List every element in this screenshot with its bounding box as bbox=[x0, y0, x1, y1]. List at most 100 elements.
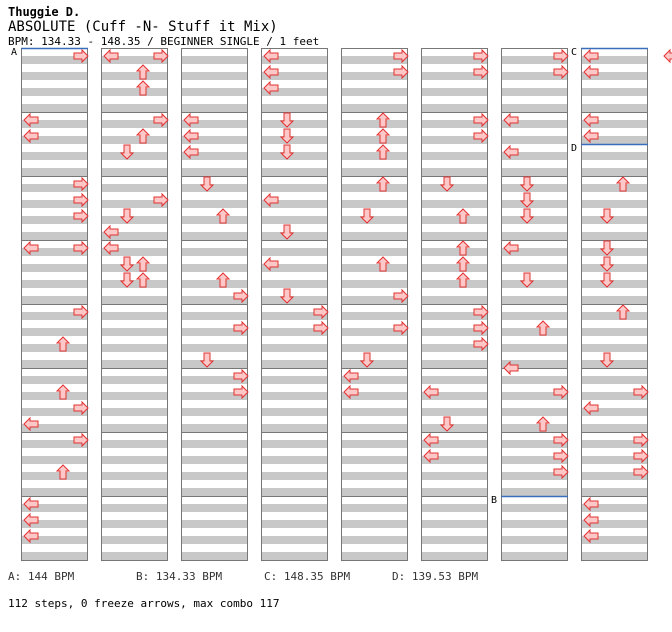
step-arrow-right bbox=[633, 432, 649, 448]
measure-stripe bbox=[101, 392, 168, 400]
step-arrow-down bbox=[599, 352, 615, 368]
step-arrow-up bbox=[375, 144, 391, 160]
measure-stripe bbox=[261, 248, 328, 256]
measure-stripe bbox=[181, 72, 248, 80]
step-arrow-left bbox=[423, 384, 439, 400]
measure-stripe bbox=[421, 424, 488, 432]
step-arrow-right bbox=[233, 384, 249, 400]
measure-stripe bbox=[421, 440, 488, 448]
measure-stripe bbox=[21, 104, 88, 112]
measure-stripe bbox=[181, 120, 248, 128]
step-arrow-left bbox=[103, 48, 119, 64]
measure-stripe bbox=[261, 264, 328, 272]
measure-stripe bbox=[181, 296, 248, 304]
measure-stripe bbox=[501, 440, 568, 448]
measure-stripe bbox=[181, 408, 248, 416]
measure-stripe bbox=[181, 552, 248, 560]
measure-stripe bbox=[501, 296, 568, 304]
measure-stripe bbox=[501, 136, 568, 144]
step-arrow-left bbox=[343, 384, 359, 400]
measure-stripe bbox=[261, 424, 328, 432]
step-arrow-right bbox=[473, 112, 489, 128]
measure-stripe bbox=[581, 344, 648, 352]
step-arrow-right bbox=[313, 304, 329, 320]
measure-stripe bbox=[181, 88, 248, 96]
measure-stripe bbox=[181, 536, 248, 544]
measure-stripe bbox=[261, 520, 328, 528]
step-arrow-left bbox=[263, 256, 279, 272]
step-arrow-down bbox=[119, 256, 135, 272]
measure-stripe bbox=[501, 424, 568, 432]
measure-stripe bbox=[181, 280, 248, 288]
step-arrow-left bbox=[583, 112, 599, 128]
step-arrow-right bbox=[233, 288, 249, 304]
step-arrow-right bbox=[473, 320, 489, 336]
measure-stripe bbox=[261, 152, 328, 160]
measure-stripe bbox=[421, 232, 488, 240]
measure-stripe bbox=[341, 456, 408, 464]
measure-stripe bbox=[501, 536, 568, 544]
measure-stripe bbox=[581, 440, 648, 448]
measure-box bbox=[101, 496, 168, 561]
step-arrow-up bbox=[135, 272, 151, 288]
measure-stripe bbox=[501, 472, 568, 480]
measure-stripe bbox=[501, 408, 568, 416]
measure-stripe bbox=[421, 264, 488, 272]
step-arrow-right bbox=[553, 432, 569, 448]
step-arrow-right bbox=[633, 384, 649, 400]
step-arrow-left bbox=[583, 48, 599, 64]
step-arrow-right bbox=[153, 48, 169, 64]
measure-stripe bbox=[21, 552, 88, 560]
measure-stripe bbox=[21, 120, 88, 128]
measure-stripe bbox=[181, 136, 248, 144]
step-arrow-up bbox=[535, 416, 551, 432]
measure-box bbox=[261, 496, 328, 561]
measure-stripe bbox=[21, 408, 88, 416]
measure-stripe bbox=[581, 312, 648, 320]
measure-stripe bbox=[181, 168, 248, 176]
step-arrow-up bbox=[375, 176, 391, 192]
step-arrow-left bbox=[583, 496, 599, 512]
measure-stripe bbox=[581, 376, 648, 384]
measure-stripe bbox=[101, 408, 168, 416]
measure-stripe bbox=[261, 328, 328, 336]
measure-stripe bbox=[101, 536, 168, 544]
measure-stripe bbox=[341, 152, 408, 160]
measure-stripe bbox=[21, 216, 88, 224]
measure-stripe bbox=[341, 392, 408, 400]
measure-stripe bbox=[341, 248, 408, 256]
measure-stripe bbox=[341, 328, 408, 336]
measure-stripe bbox=[341, 376, 408, 384]
measure-stripe bbox=[181, 504, 248, 512]
measure-stripe bbox=[101, 472, 168, 480]
step-arrow-up bbox=[375, 256, 391, 272]
measure-stripe bbox=[261, 88, 328, 96]
bpm-legend-d: D: 139.53 BPM bbox=[392, 570, 479, 583]
measure-stripe bbox=[421, 216, 488, 224]
measure-stripe bbox=[21, 344, 88, 352]
step-arrow-right bbox=[473, 304, 489, 320]
step-arrow-right bbox=[73, 208, 89, 224]
measure-stripe bbox=[421, 104, 488, 112]
step-arrow-down bbox=[599, 240, 615, 256]
step-arrow-right bbox=[313, 320, 329, 336]
step-arrow-left bbox=[583, 512, 599, 528]
measure-stripe bbox=[261, 104, 328, 112]
measure-stripe bbox=[341, 56, 408, 64]
step-arrow-down bbox=[279, 128, 295, 144]
measure-stripe bbox=[421, 120, 488, 128]
measure-stripe bbox=[341, 440, 408, 448]
measure-stripe bbox=[581, 72, 648, 80]
bpm-marker-d: D bbox=[571, 143, 578, 154]
bpm-marker-c: C bbox=[571, 47, 578, 58]
measure-stripe bbox=[501, 360, 568, 368]
measure-stripe bbox=[421, 312, 488, 320]
measure-stripe bbox=[581, 152, 648, 160]
step-arrow-down bbox=[359, 352, 375, 368]
measure-stripe bbox=[501, 552, 568, 560]
step-arrow-down bbox=[599, 208, 615, 224]
measure-stripe bbox=[501, 264, 568, 272]
step-arrow-up bbox=[455, 240, 471, 256]
measure-stripe bbox=[341, 200, 408, 208]
step-arrow-right bbox=[73, 48, 89, 64]
